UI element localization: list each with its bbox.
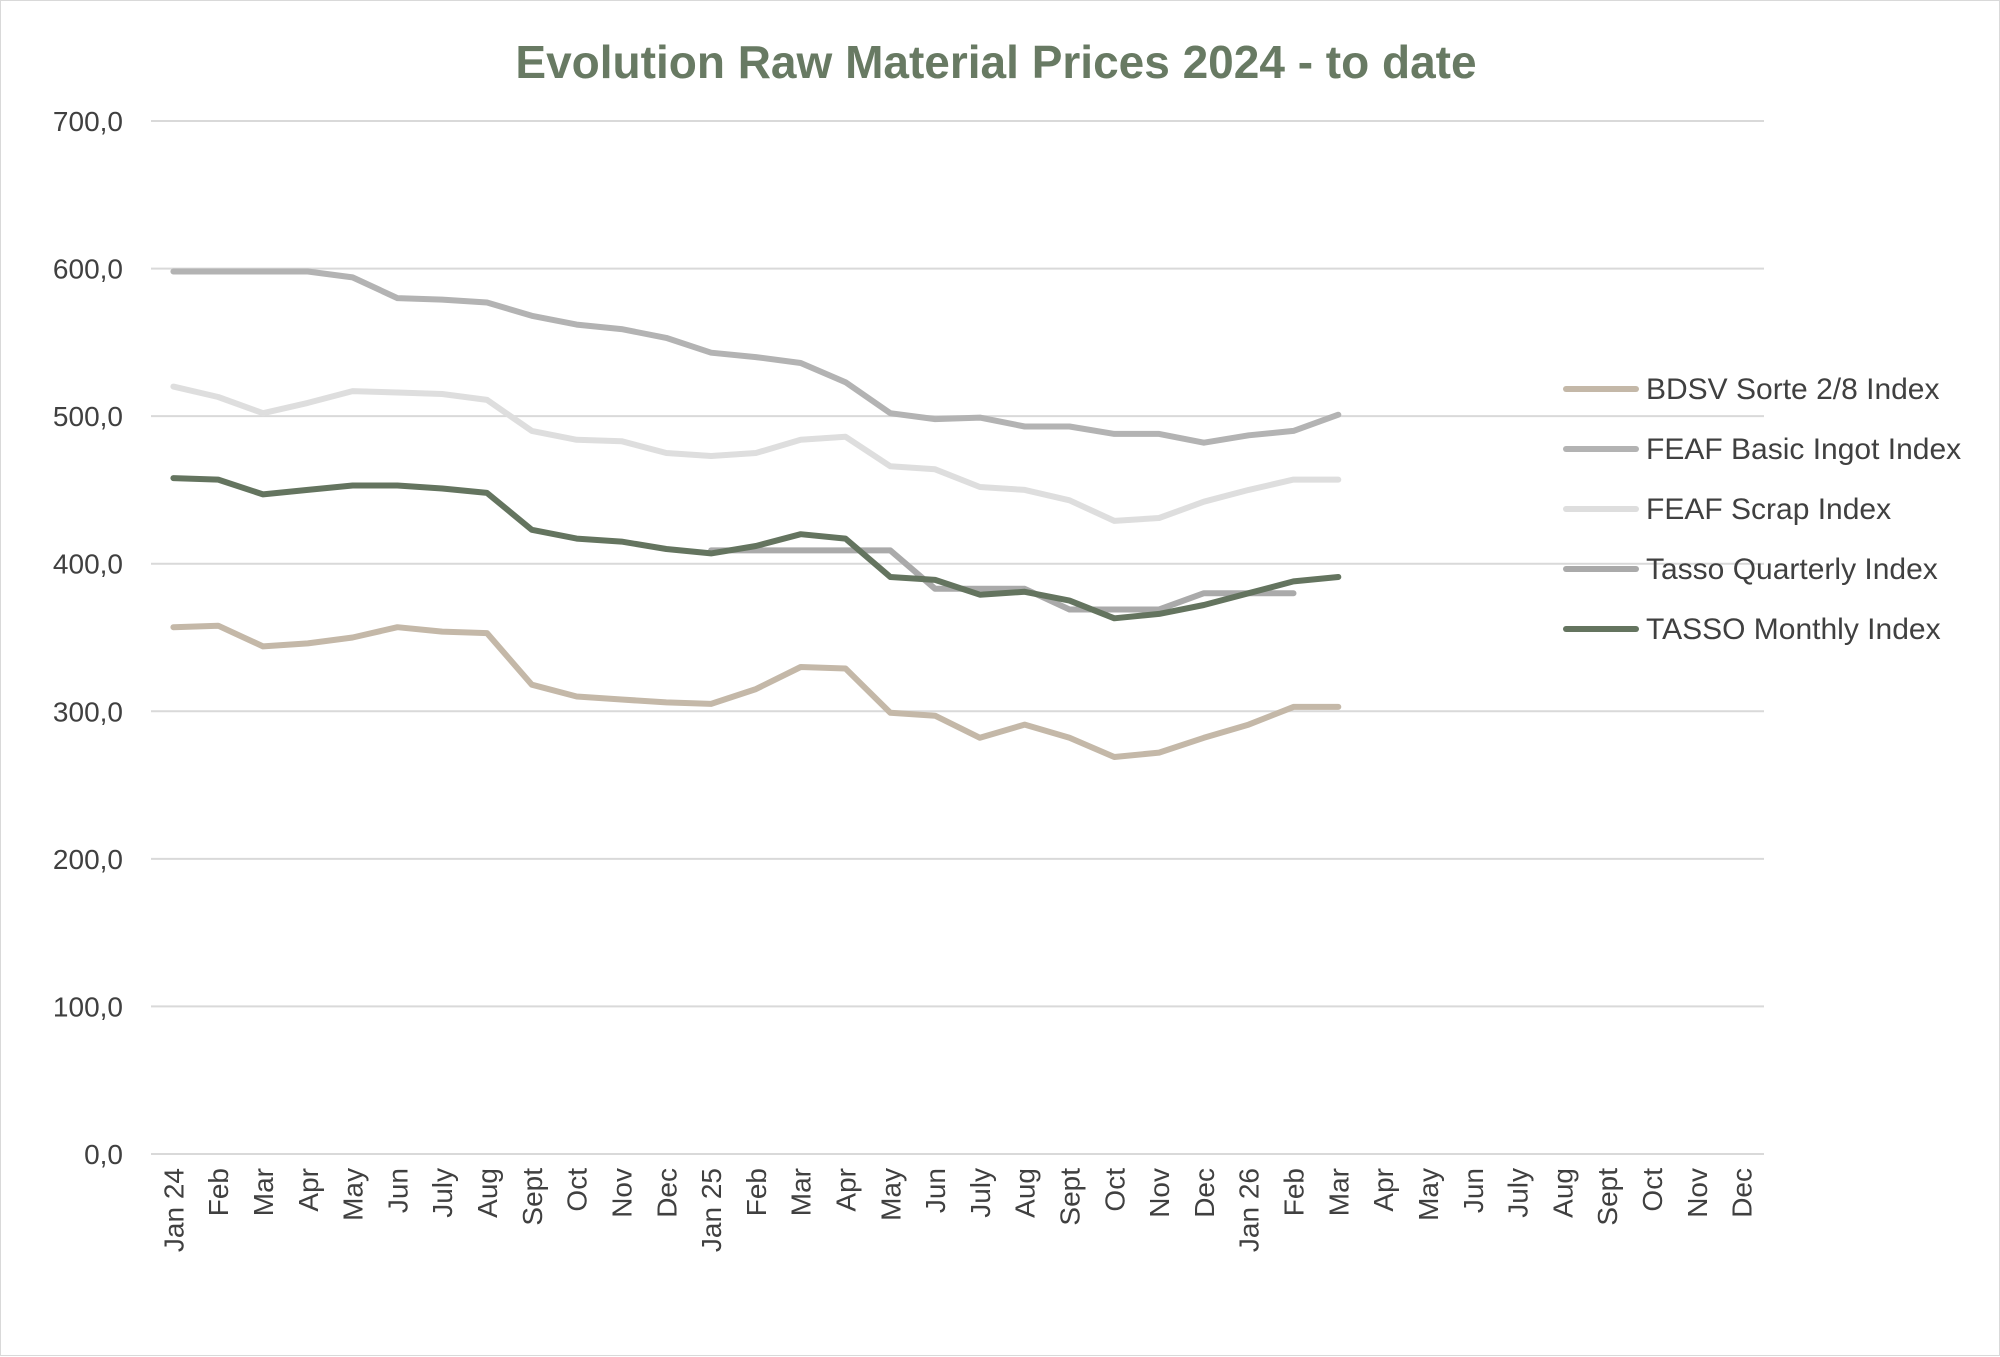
legend-label-feaf-basic-ingot-index: FEAF Basic Ingot Index bbox=[1646, 433, 1961, 466]
x-tick-label: Aug bbox=[1010, 1168, 1041, 1218]
y-tick-label: 600,0 bbox=[53, 254, 123, 285]
x-tick-label: Jan 24 bbox=[158, 1168, 189, 1252]
chart-title: Evolution Raw Material Prices 2024 - to … bbox=[515, 36, 1476, 88]
x-tick-label: Apr bbox=[293, 1168, 324, 1212]
x-tick-label: Dec bbox=[1727, 1168, 1758, 1218]
x-tick-label: Oct bbox=[562, 1168, 593, 1212]
x-tick-label: Sept bbox=[1055, 1168, 1086, 1226]
y-axis-ticks: 0,0 100,0 200,0 300,0 400,0 500,0 600,0 700,0 bbox=[53, 106, 123, 1170]
x-tick-label: Mar bbox=[248, 1168, 279, 1216]
y-tick-label: 400,0 bbox=[53, 549, 123, 580]
x-tick-label: Jun bbox=[382, 1168, 413, 1213]
x-tick-label: Aug bbox=[1547, 1168, 1578, 1218]
y-tick-label: 200,0 bbox=[53, 844, 123, 875]
legend-label-bdsv-sorte-2-8-index: BDSV Sorte 2/8 Index bbox=[1646, 373, 1940, 406]
x-tick-label: Dec bbox=[651, 1168, 682, 1218]
x-tick-label: Jan 26 bbox=[1234, 1168, 1265, 1252]
x-tick-label: July bbox=[427, 1168, 458, 1218]
x-tick-label: May bbox=[1413, 1168, 1444, 1221]
x-tick-label: Jun bbox=[920, 1168, 951, 1213]
legend-label-feaf-scrap-index: FEAF Scrap Index bbox=[1646, 493, 1891, 526]
x-tick-label: Sept bbox=[517, 1168, 548, 1226]
legend: BDSV Sorte 2/8 Index FEAF Basic Ingot Ind… bbox=[1563, 373, 1961, 646]
x-tick-label: Aug bbox=[472, 1168, 503, 1218]
x-tick-label: Jun bbox=[1458, 1168, 1489, 1213]
x-tick-label: May bbox=[338, 1168, 369, 1221]
x-axis-ticks: Jan 24 Feb Mar Apr May Jun July Aug Sept Oct Nov De… bbox=[158, 1168, 1757, 1252]
x-tick-label: Mar bbox=[1323, 1168, 1354, 1216]
series-line-feaf-basic-ingot-index bbox=[170, 268, 1342, 446]
x-tick-label: Oct bbox=[1099, 1168, 1130, 1212]
x-tick-label: May bbox=[875, 1168, 906, 1221]
y-tick-label: 700,0 bbox=[53, 106, 123, 137]
series-line-bdsv-sorte-2-8-index bbox=[170, 622, 1342, 760]
x-tick-label: Dec bbox=[1189, 1168, 1220, 1218]
x-tick-label: Feb bbox=[203, 1168, 234, 1216]
x-tick-label: Nov bbox=[1682, 1168, 1713, 1218]
x-tick-label: Apr bbox=[830, 1168, 861, 1212]
x-tick-label: Feb bbox=[1279, 1168, 1310, 1216]
legend-label-tasso-monthly-index: TASSO Monthly Index bbox=[1646, 613, 1941, 646]
gridlines bbox=[151, 120, 1764, 1155]
series-line-tasso-monthly-index bbox=[170, 475, 1342, 622]
x-tick-label: July bbox=[965, 1168, 996, 1218]
x-tick-label: Jan 25 bbox=[696, 1168, 727, 1252]
y-tick-label: 500,0 bbox=[53, 401, 123, 432]
x-tick-label: Feb bbox=[741, 1168, 772, 1216]
series-lines bbox=[170, 268, 1342, 760]
y-tick-label: 100,0 bbox=[53, 991, 123, 1022]
series-line-feaf-scrap-index bbox=[170, 383, 1342, 524]
x-tick-label: July bbox=[1503, 1168, 1534, 1218]
y-tick-label: 300,0 bbox=[53, 696, 123, 727]
y-tick-label: 0,0 bbox=[84, 1139, 123, 1170]
x-tick-label: Nov bbox=[1144, 1168, 1175, 1218]
x-tick-label: Apr bbox=[1368, 1168, 1399, 1212]
legend-label-tasso-quarterly-index: Tasso Quarterly Index bbox=[1646, 553, 1938, 586]
x-tick-label: Sept bbox=[1592, 1168, 1623, 1226]
series-line-tasso-quarterly-index bbox=[708, 547, 1297, 613]
x-tick-label: Nov bbox=[606, 1168, 637, 1218]
x-tick-label: Oct bbox=[1637, 1168, 1668, 1212]
x-tick-label: Mar bbox=[786, 1168, 817, 1216]
